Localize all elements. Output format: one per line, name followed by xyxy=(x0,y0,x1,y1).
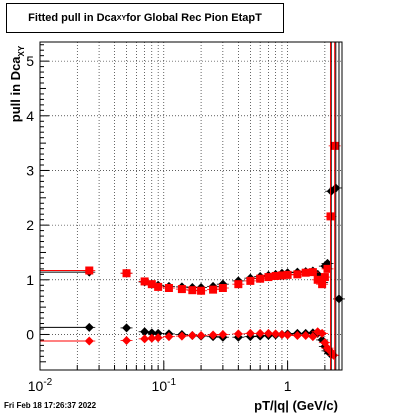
series-2 xyxy=(40,327,340,360)
data-point xyxy=(122,323,132,333)
data-point xyxy=(277,329,287,339)
y-tick-label: 5 xyxy=(26,53,34,69)
data-point xyxy=(197,286,206,295)
data-point xyxy=(233,329,243,339)
data-point xyxy=(84,336,94,346)
y-tick-label: 1 xyxy=(26,272,34,288)
data-point xyxy=(177,331,187,341)
y-tick-label: 0 xyxy=(26,326,34,342)
data-point xyxy=(277,271,286,280)
tick-labels: 0 1 2 3 4 5 10-2 10-1 1 xyxy=(26,53,292,394)
data-point xyxy=(271,329,281,339)
data-point xyxy=(323,264,332,273)
x-tick-label: 1 xyxy=(284,378,292,394)
data-point xyxy=(317,328,327,338)
data-point xyxy=(140,277,149,286)
x-axis-label: pT/|q| (GeV/c) xyxy=(254,398,338,413)
data-point xyxy=(255,328,265,338)
data-point xyxy=(234,280,243,289)
data-point xyxy=(283,270,292,279)
data-point xyxy=(313,275,322,284)
data-point xyxy=(187,331,197,341)
data-point xyxy=(122,335,132,345)
data-point xyxy=(301,268,310,277)
data-point xyxy=(209,285,218,294)
timestamp-footer: Fri Feb 18 17:26:37 2022 xyxy=(4,401,97,410)
data-point xyxy=(283,330,293,340)
series-0 xyxy=(40,294,345,359)
data-point xyxy=(320,273,329,282)
x-tick-label: 10-1 xyxy=(152,377,177,394)
data-point xyxy=(147,280,156,289)
data-point xyxy=(164,284,173,292)
data-point xyxy=(140,327,150,337)
data-point xyxy=(264,273,273,282)
data-point xyxy=(271,271,280,280)
y-tick-label: 3 xyxy=(26,162,34,178)
data-point xyxy=(292,331,302,341)
data-point xyxy=(301,331,311,341)
data-point xyxy=(208,330,218,340)
series-layer xyxy=(40,42,345,370)
data-point xyxy=(308,268,317,277)
data-point xyxy=(196,331,206,341)
data-point xyxy=(308,332,318,342)
data-point xyxy=(153,333,163,343)
grid-lines xyxy=(39,42,342,370)
plot-frame xyxy=(39,41,343,371)
chart-title: Fitted pull in Dca XY for Global Rec Pion… xyxy=(6,3,284,33)
data-point xyxy=(293,270,302,279)
data-point xyxy=(147,328,157,338)
data-point xyxy=(122,269,131,278)
data-point xyxy=(164,332,174,342)
data-point xyxy=(318,280,327,289)
data-point xyxy=(263,328,273,338)
y-tick-label: 2 xyxy=(26,217,34,233)
y-tick-label: 4 xyxy=(26,108,34,124)
chart-title-suffix: for Global Rec Pion EtapT xyxy=(126,12,262,24)
data-point xyxy=(84,322,94,332)
chart-title-subscript: XY xyxy=(116,14,127,22)
data-point xyxy=(154,282,163,291)
data-point xyxy=(85,266,94,275)
axis-ticks xyxy=(39,44,326,370)
y-axis-label: pull in DcaXY xyxy=(8,45,26,122)
data-point xyxy=(256,274,265,283)
data-point xyxy=(188,286,197,295)
data-point xyxy=(147,333,157,343)
data-point xyxy=(140,334,150,344)
data-point xyxy=(245,328,255,338)
data-point xyxy=(218,329,228,339)
chart-title-prefix: Fitted pull in Dca xyxy=(28,12,117,24)
data-point xyxy=(177,285,186,294)
data-point xyxy=(218,284,227,292)
x-tick-label: 10-2 xyxy=(28,377,53,394)
data-point xyxy=(246,276,255,285)
